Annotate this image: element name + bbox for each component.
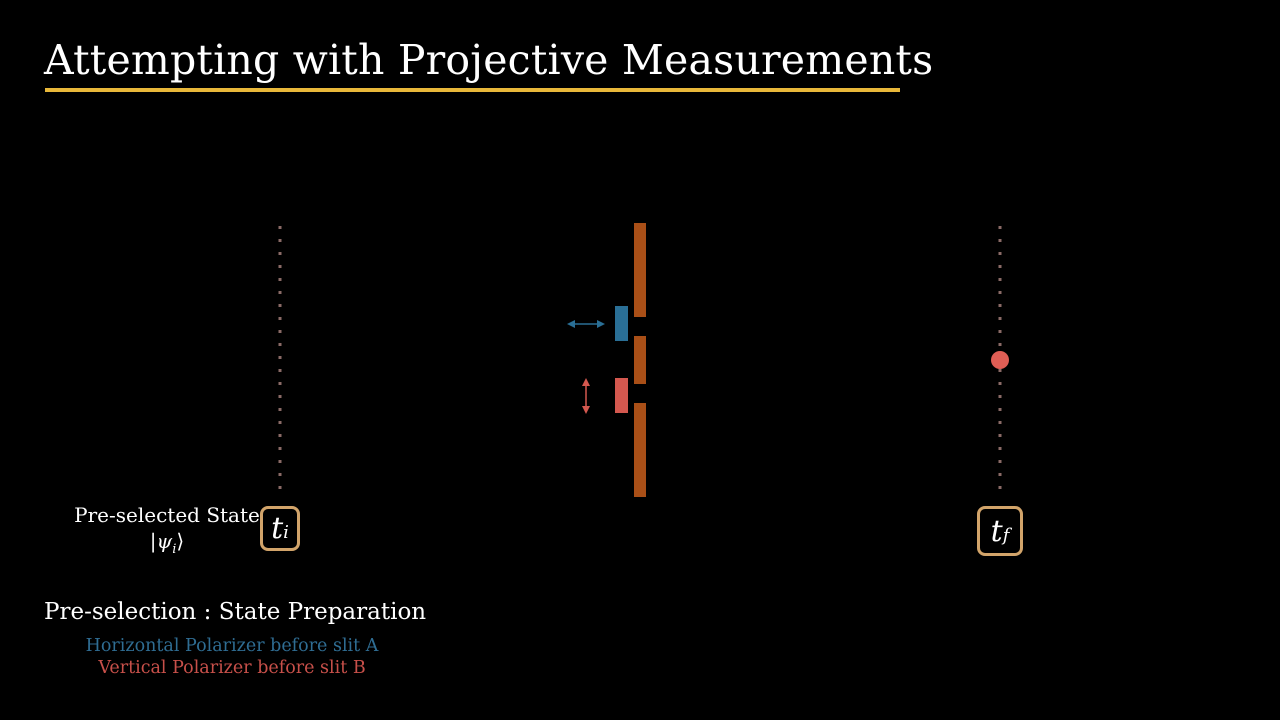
ket-open: |ψ bbox=[149, 529, 173, 553]
pre-selected-state-ket: |ψi⟩ bbox=[60, 528, 274, 563]
horizontal-polarizer bbox=[615, 306, 628, 341]
ket-close: ⟩ bbox=[176, 529, 185, 553]
particle-dot bbox=[991, 351, 1009, 369]
double-headed-vertical-arrow-icon bbox=[582, 378, 590, 414]
section-heading: Pre-selection : State Preparation bbox=[44, 599, 427, 625]
vertical-polarizer-note: Vertical Polarizer before slit B bbox=[98, 658, 366, 678]
slit-wall-middle bbox=[634, 336, 646, 384]
initial-time-symbol: t bbox=[271, 511, 284, 546]
ket-subscript: i bbox=[172, 542, 177, 557]
slit-wall-bottom bbox=[634, 403, 646, 497]
initial-time-subscript: i bbox=[283, 522, 289, 543]
horizontal-polarizer-note: Horizontal Polarizer before slit A bbox=[85, 636, 379, 656]
slit-wall-top bbox=[634, 223, 646, 317]
pre-selected-state-text: Pre-selected State bbox=[74, 503, 260, 527]
page-title: Attempting with Projective Measurements bbox=[44, 36, 934, 84]
final-time-subscript: f bbox=[1002, 524, 1010, 546]
pre-selected-state-label: Pre-selected State |ψi⟩ bbox=[60, 502, 274, 563]
double-headed-horizontal-arrow-icon bbox=[567, 320, 605, 328]
title-underline bbox=[45, 88, 900, 92]
final-time-symbol: t bbox=[990, 513, 1003, 549]
vertical-polarizer bbox=[615, 378, 628, 413]
double-slit-wall bbox=[634, 223, 646, 497]
